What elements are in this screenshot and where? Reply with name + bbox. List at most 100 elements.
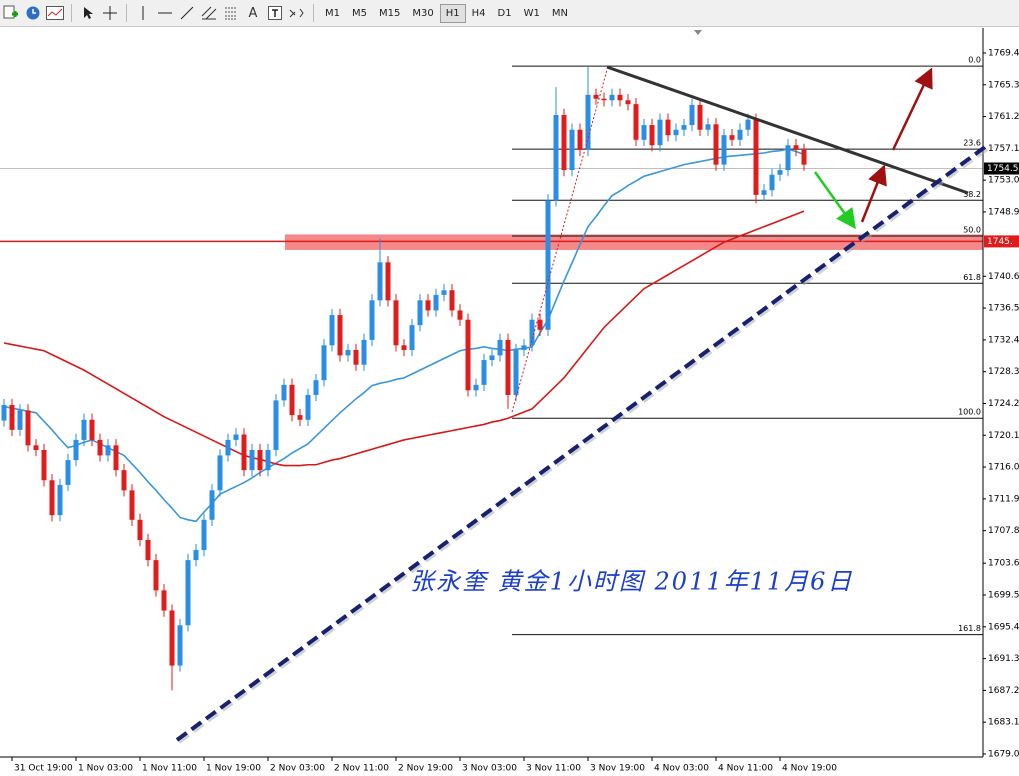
y-tick-label: 1683.10 [988,718,1019,728]
candle-body [401,345,407,350]
trendline-button[interactable] [176,3,198,23]
y-tick-label: 1687.20 [988,686,1019,696]
candle-body [97,439,103,456]
timeframe-button[interactable]: M1 [325,7,340,19]
price-label-box [984,235,1019,248]
clock-button[interactable] [22,3,44,23]
candle-body [105,445,111,456]
separator [71,4,72,22]
channel-button[interactable] [198,3,220,23]
candle-body [225,439,231,456]
y-tick-label: 1769.40 [988,48,1019,58]
y-tick-label: 1757.10 [988,144,1019,154]
x-tick-label: 4 Nov 03:00 [654,764,709,774]
candle-body [129,490,135,520]
drawings [175,65,989,744]
y-tick-label: 1765.30 [988,80,1019,90]
candle-body [377,262,383,301]
x-tick-label: 31 Oct 19:00 [14,764,73,774]
timeframe-button[interactable]: MN [551,7,568,19]
fib-anchor-line [511,69,608,413]
candle-body [793,145,799,150]
label-button[interactable] [264,3,286,23]
candle-body [337,315,343,356]
candle-body [545,200,551,330]
candle-body [473,384,479,391]
vertical-line-button[interactable] [132,3,154,23]
fib-level-label: 61.8 [963,273,981,282]
candle-body [497,339,503,356]
y-tick-label: 1732.40 [988,335,1019,345]
candle-body [585,94,591,150]
x-tick-label: 2 Nov 19:00 [398,764,453,774]
candle-body [273,400,279,451]
text-tool-button[interactable]: A [248,5,258,21]
timeframe-button[interactable]: M15 [379,7,401,19]
fibo-button[interactable] [220,3,242,23]
candle-body [529,319,535,346]
y-tick-label: 1740.60 [988,272,1019,282]
candle-body [145,539,151,561]
candle-body [777,170,783,175]
candle-body [745,119,751,130]
candle-body [641,125,647,140]
candle-body [17,410,23,430]
candle-body [737,129,743,140]
candle-body [73,439,79,461]
support-zone [285,234,983,250]
moving-average [3,148,805,523]
price-label: 1745. [987,237,1013,247]
horizontal-line-button[interactable] [154,3,176,23]
candle-body [761,190,767,195]
candle-body [785,145,791,171]
annotation: 张永奎 黄金1小时图 2011年11月6日 [410,568,853,596]
x-tick-label: 1 Nov 11:00 [142,764,197,774]
indicators-button[interactable] [44,3,66,23]
timeframe-button[interactable]: H1 [439,3,466,23]
candle-body [41,450,47,481]
separator [313,4,314,22]
candle-body [425,300,431,311]
candle-body [689,104,695,126]
new-chart-button[interactable] [0,3,22,23]
candle-body [33,445,39,451]
candle-body [345,349,351,356]
candle-body [537,319,543,330]
fib-level-label: 161.8 [958,624,981,633]
candle-body [577,129,583,150]
x-tick-label: 1 Nov 03:00 [78,764,133,774]
candle-body [137,519,143,540]
cursor-button[interactable] [77,3,99,23]
timeframe-button[interactable]: H4 [471,7,486,19]
candle-body [161,590,167,611]
candle-body [249,450,255,471]
candle-body [553,115,559,201]
fib-level-label: 100.0 [958,408,981,417]
candle-body [697,104,703,130]
candle-body [489,355,495,361]
timeframe-button[interactable]: W1 [523,7,540,19]
candle-body [289,384,295,416]
timeframe-button[interactable]: M5 [352,7,367,19]
crosshair-button[interactable] [99,3,121,23]
candle-body [657,119,663,146]
candle-body [465,319,471,391]
support-trendline [177,147,989,744]
timeframe-button[interactable]: M30 [412,7,434,19]
candle-body [433,294,439,311]
candle-body [801,149,807,165]
candle-body [65,460,71,485]
candle-body [217,455,223,491]
x-tick-label: 2 Nov 03:00 [270,764,325,774]
candle-body [361,339,367,365]
candle-body [457,310,463,320]
candle-body [649,125,655,146]
candle-body [321,345,327,381]
timeframe-button[interactable]: D1 [497,7,512,19]
candle-body [297,415,303,420]
candle-body [665,119,671,136]
arrows-button[interactable] [286,3,308,23]
candle-body [9,405,15,430]
candle-body [601,98,607,101]
price-label-box [984,162,1019,175]
